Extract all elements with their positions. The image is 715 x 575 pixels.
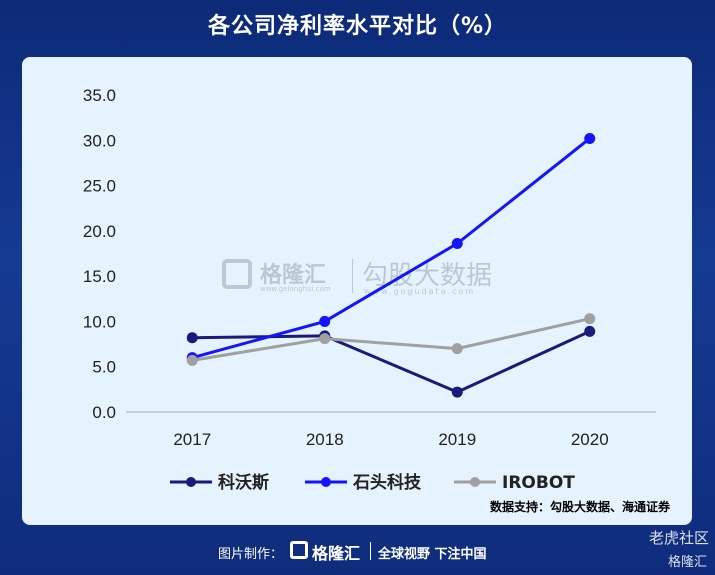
watermark-gogu-url: www.gogudata.com (364, 287, 476, 296)
data-point (584, 313, 596, 325)
y-tick-label: 5.0 (92, 358, 116, 377)
x-tick-label: 2017 (173, 430, 211, 449)
footer-made-by: 图片制作： (218, 547, 284, 562)
y-tick-label: 10.0 (83, 312, 116, 331)
data-point (451, 238, 463, 250)
y-tick-label: 25.0 (83, 177, 116, 196)
y-tick-label: 30.0 (83, 131, 116, 150)
footer-separator (370, 542, 371, 560)
y-tick-label: 0.0 (92, 403, 116, 422)
legend-label: IROBOT (502, 473, 575, 493)
data-point (584, 325, 596, 337)
legend-marker (321, 477, 331, 487)
footer: 图片制作： 格隆汇 全球视野 下注中国 (0, 530, 715, 575)
data-source: 数据支持：勾股大数据、海通证券 (489, 500, 670, 514)
legend-label: 科沃斯 (218, 472, 269, 493)
y-tick-label: 20.0 (83, 222, 116, 241)
legend-label: 石头科技 (352, 472, 422, 493)
y-tick-label: 15.0 (83, 267, 116, 286)
y-tick-label: 35.0 (83, 86, 116, 105)
footer-brand: 格隆汇 (312, 544, 361, 563)
data-point (186, 354, 198, 366)
legend-marker (186, 477, 196, 487)
data-point (584, 132, 596, 144)
watermark-separator (352, 259, 353, 293)
data-point (451, 343, 463, 355)
footer-logo-icon (290, 541, 308, 559)
data-point (451, 386, 463, 398)
chart-panel: 格隆汇 www.gelonghui.com 勾股大数据 www.gogudata… (22, 57, 692, 525)
data-point (319, 315, 331, 327)
corner-watermark-1: 老虎社区 (648, 529, 709, 547)
series-line (192, 317, 591, 362)
chart-title: 各公司净利率水平对比（%） (207, 14, 508, 39)
legend-marker (470, 477, 480, 487)
footer-slogan: 全球视野 下注中国 (378, 547, 487, 562)
watermark-brand-url: www.gelonghui.com (260, 285, 331, 293)
gelonghui-logo-icon (222, 259, 252, 289)
watermark-brand: 格隆汇 (260, 263, 327, 288)
x-tick-label: 2019 (438, 430, 476, 449)
data-point (319, 333, 331, 345)
series-line (192, 330, 591, 394)
x-tick-label: 2018 (306, 430, 344, 449)
x-tick-label: 2020 (571, 430, 609, 449)
line-chart: 0.0 5.0 10.0 15.0 20.0 25.0 30.0 35.0 2017 2018 20… (83, 86, 656, 493)
series-line (191, 137, 591, 360)
corner-watermark-2: 格隆汇 (667, 555, 707, 570)
data-point (186, 332, 198, 344)
